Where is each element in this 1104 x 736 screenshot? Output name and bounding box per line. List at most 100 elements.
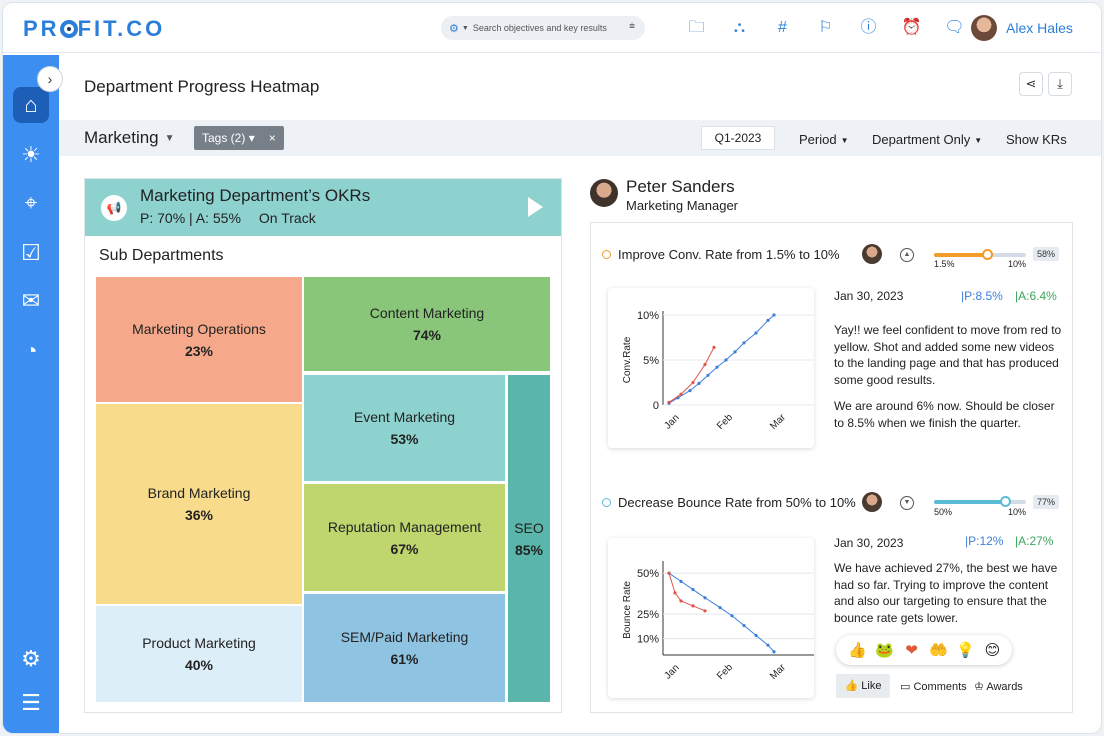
comment-text: Yay!! we feel confident to move from red… xyxy=(834,323,1062,387)
okr-status: On Track xyxy=(258,210,316,226)
data-point xyxy=(679,579,683,583)
bulb-icon[interactable]: ☀ xyxy=(21,142,41,167)
department-only-dropdown[interactable]: Department Only ▼ xyxy=(872,132,983,147)
user-name[interactable]: Alex Hales xyxy=(1006,20,1073,36)
tags-chip[interactable]: Tags (2) ▾ × xyxy=(194,126,284,150)
user-avatar[interactable] xyxy=(971,15,997,41)
thumbs-up-icon[interactable]: 👍 xyxy=(848,642,867,659)
kr-owner-avatar[interactable] xyxy=(862,244,882,264)
kr-title[interactable]: Improve Conv. Rate from 1.5% to 10% xyxy=(618,247,840,262)
target-icon[interactable]: ⌖ xyxy=(24,190,38,215)
tile-seo[interactable]: SEO 85% xyxy=(508,375,550,702)
period-dropdown[interactable]: Period ▼ xyxy=(799,132,849,147)
flag-icon[interactable]: ⚐ xyxy=(818,19,833,36)
x-tick-label: Feb xyxy=(715,412,735,432)
kr-start-value: 1.5% xyxy=(934,259,955,269)
tile-marketing-operations[interactable]: Marketing Operations 23% xyxy=(96,277,302,402)
data-point xyxy=(691,380,695,385)
data-point xyxy=(766,318,770,322)
hashtag-icon[interactable]: # xyxy=(778,19,787,36)
comment-actual: |A:27% xyxy=(1015,534,1054,548)
okr-header[interactable]: 📢 Marketing Department’s OKRs P: 70% | A… xyxy=(85,179,561,236)
hands-icon[interactable]: 🤲 xyxy=(929,642,948,659)
close-icon[interactable]: × xyxy=(268,131,276,145)
download-button[interactable]: ⤓ xyxy=(1048,72,1072,96)
home-icon[interactable]: ⌂ xyxy=(13,87,49,123)
person-role: Marketing Manager xyxy=(626,198,738,213)
share-button[interactable]: ⋖ xyxy=(1019,72,1043,96)
profitco-logo[interactable]: PR FIT.CO xyxy=(23,16,166,41)
data-point xyxy=(766,643,770,647)
quarter-selector[interactable]: Q1-2023 xyxy=(701,126,775,150)
tile-product-marketing[interactable]: Product Marketing 40% xyxy=(96,606,302,702)
download-icon: ⤓ xyxy=(1057,76,1063,91)
comment-planned: |P:8.5% xyxy=(961,289,1003,303)
comments-button[interactable]: ▭ Comments xyxy=(900,681,967,693)
like-button[interactable]: 👍 Like xyxy=(836,674,890,698)
alarm-icon[interactable]: ⏰ xyxy=(901,19,922,36)
kr-progress-badge: 77% xyxy=(1033,495,1060,509)
x-tick-label: Mar xyxy=(768,662,788,682)
kr-progress-bar xyxy=(934,496,1026,507)
hierarchy-icon[interactable]: ⛬ xyxy=(733,19,746,36)
data-point xyxy=(667,400,671,404)
data-point xyxy=(772,313,776,317)
tile-sem-paid-marketing[interactable]: SEM/Paid Marketing 61% xyxy=(304,594,505,702)
show-krs-toggle[interactable]: Show KRs xyxy=(1006,132,1067,147)
okr-progress: P: 70% | A: 55% On Track xyxy=(140,210,316,226)
folder-icon[interactable]: 🗀 xyxy=(688,19,705,36)
settings-icon[interactable]: ⚙ xyxy=(21,646,41,671)
department-select[interactable]: Marketing ▼ xyxy=(84,128,175,147)
sliders-icon[interactable]: ☰ xyxy=(21,690,41,715)
data-point xyxy=(703,596,707,600)
smile-icon[interactable]: 😊 xyxy=(984,642,1001,659)
heart-icon[interactable]: ❤ xyxy=(905,642,918,659)
tile-content-marketing[interactable]: Content Marketing 74% xyxy=(304,277,550,371)
data-point xyxy=(754,331,758,335)
gauge-icon[interactable]: ◔ xyxy=(24,338,38,363)
sidebar: ⌂ ☀ ⌖ ☑ ✉ ◔ ⚙ ☰ xyxy=(3,55,59,733)
data-point xyxy=(673,591,677,595)
tile-reputation-management[interactable]: Reputation Management 67% xyxy=(304,484,505,591)
y-tick-label: 10% xyxy=(637,310,659,322)
data-point xyxy=(742,341,746,345)
thumbs-up-icon: 👍 xyxy=(844,680,859,692)
data-point xyxy=(712,345,716,349)
x-tick-label: Jan xyxy=(662,662,681,681)
chat-icon[interactable]: 🗨 xyxy=(944,19,965,36)
chevron-down-icon[interactable]: ▼ xyxy=(461,24,469,32)
settings-icon[interactable]: ⚙ xyxy=(449,22,459,35)
help-icon[interactable]: ⓘ xyxy=(860,19,877,36)
person-name[interactable]: Peter Sanders xyxy=(626,177,735,196)
comment-date: Jan 30, 2023 xyxy=(834,289,904,303)
bulb-icon[interactable]: 💡 xyxy=(956,642,975,659)
play-icon[interactable] xyxy=(528,197,543,217)
search-input[interactable]: Search objectives and key results xyxy=(472,23,607,33)
data-point xyxy=(697,381,701,385)
data-point xyxy=(718,605,722,610)
filter-icon[interactable]: ⩧ xyxy=(629,21,635,32)
kr-owner-avatar[interactable] xyxy=(862,492,882,512)
search-bar[interactable]: ⚙ ▼ Search objectives and key results ⩧ xyxy=(441,16,645,40)
awards-button[interactable]: ♔ Awards xyxy=(974,681,1023,693)
trend-down-icon: ▼ xyxy=(900,496,914,510)
app-window: PR FIT.CO ⚙ ▼ Search objectives and key re… xyxy=(3,3,1101,733)
data-point xyxy=(730,614,734,618)
message-icon[interactable]: ✉ xyxy=(21,288,41,313)
comment-planned: |P:12% xyxy=(965,534,1004,548)
x-tick-label: Mar xyxy=(768,412,788,432)
calendar-check-icon[interactable]: ☑ xyxy=(21,240,41,265)
tile-brand-marketing[interactable]: Brand Marketing 36% xyxy=(96,404,302,604)
kr-target-value: 10% xyxy=(1008,507,1027,517)
sidebar-collapse-button[interactable]: › xyxy=(37,66,63,92)
frog-icon[interactable]: 🐸 xyxy=(875,642,894,659)
comment-actual: |A:6.4% xyxy=(1015,289,1057,303)
tile-event-marketing[interactable]: Event Marketing 53% xyxy=(304,375,505,481)
kr-title[interactable]: Decrease Bounce Rate from 50% to 10% xyxy=(618,495,856,510)
y-tick-label: 0 xyxy=(653,400,659,412)
filter-bar: Marketing ▼ Tags (2) ▾ × Q1-2023 Period ▼ D… xyxy=(59,120,1101,156)
okr-title: Marketing Department’s OKRs xyxy=(140,186,371,205)
person-avatar[interactable] xyxy=(590,179,618,207)
y-axis-label: Bounce Rate xyxy=(622,581,633,639)
y-tick-label: 50% xyxy=(637,568,659,580)
